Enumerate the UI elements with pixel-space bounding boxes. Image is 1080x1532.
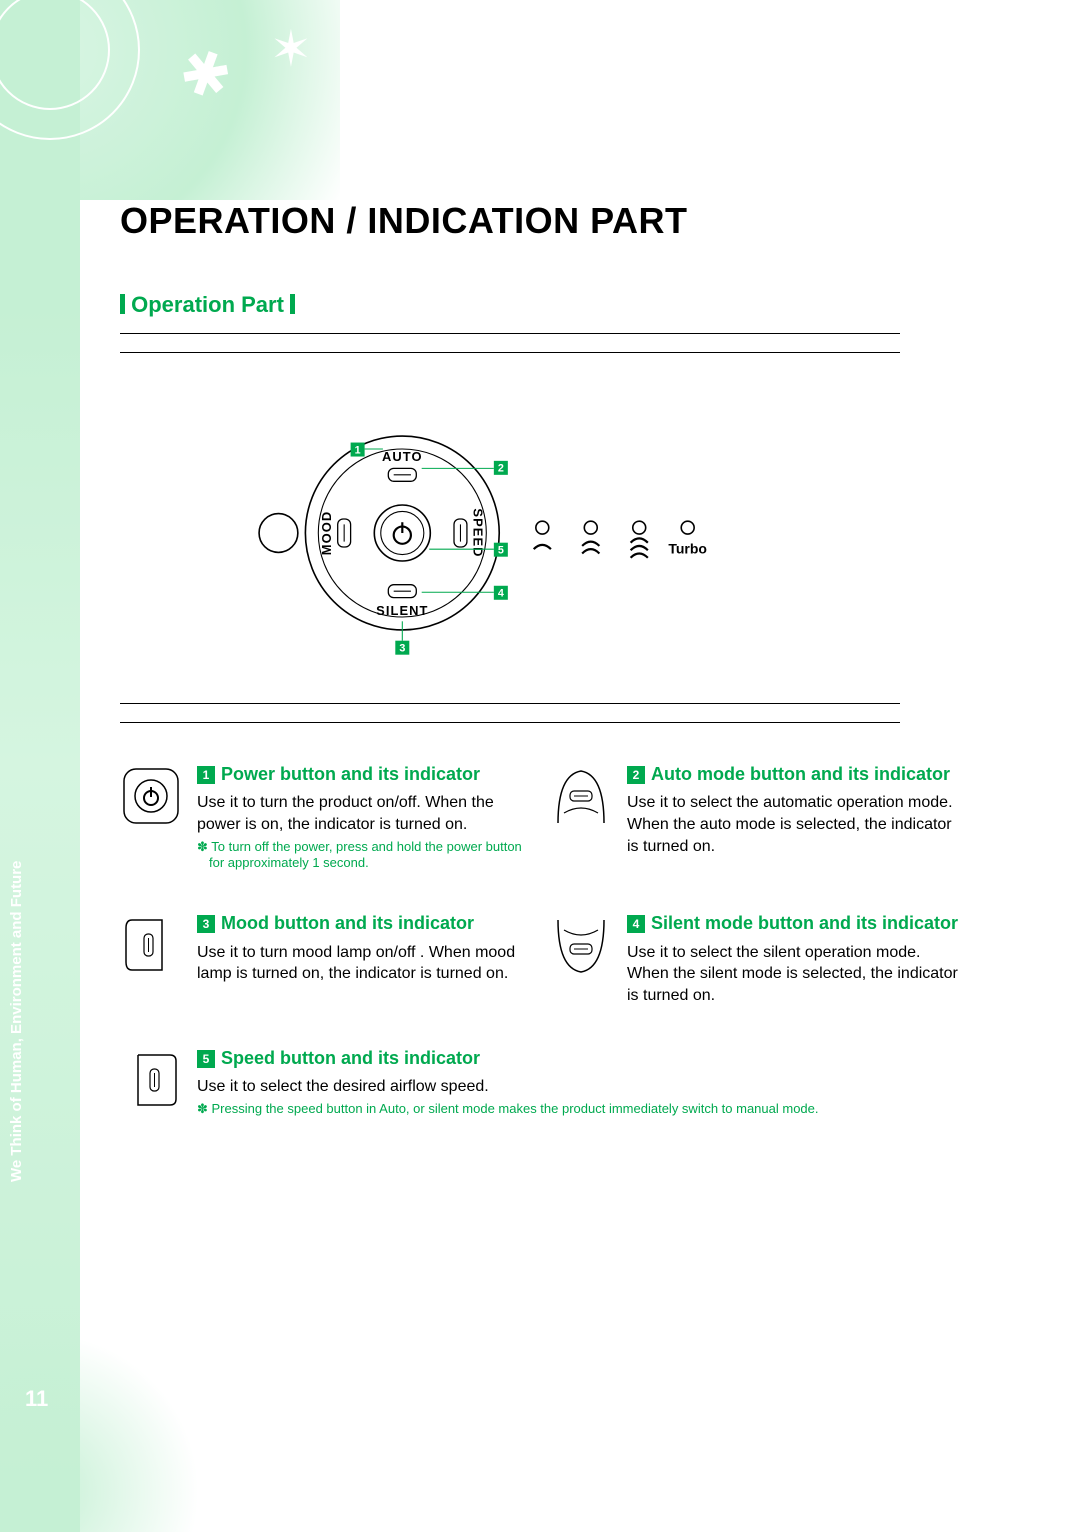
bg-gradient-bottom: [0, 1332, 200, 1532]
item-title: 1 Power button and its indicator: [197, 763, 530, 786]
svg-text:4: 4: [498, 588, 504, 600]
item-speed: 5 Speed button and its indicator Use it t…: [120, 1047, 960, 1118]
svg-text:SILENT: SILENT: [376, 603, 428, 618]
svg-text:SPEED: SPEED: [470, 508, 485, 557]
item-title: 2 Auto mode button and its indicator: [627, 763, 960, 786]
silent-button-icon: [550, 914, 612, 976]
bg-star: ✶: [270, 20, 312, 78]
section-heading-text: Operation Part: [131, 292, 284, 317]
item-note: ✽ Pressing the speed button in Auto, or …: [197, 1101, 960, 1118]
item-title: 5 Speed button and its indicator: [197, 1047, 960, 1070]
control-panel-diagram: AUTO SILENT MOOD SPEED: [120, 353, 900, 703]
item-title: 4 Silent mode button and its indicator: [627, 912, 960, 935]
item-title-text: Power button and its indicator: [221, 764, 480, 784]
svg-text:5: 5: [498, 544, 504, 556]
power-button-icon: [120, 765, 182, 827]
item-number-badge: 2: [627, 766, 645, 784]
item-number-badge: 3: [197, 915, 215, 933]
svg-text:Turbo: Turbo: [668, 540, 707, 556]
divider: [120, 333, 900, 334]
button-descriptions: 1 Power button and its indicator Use it t…: [120, 763, 960, 1117]
speed-button-icon: [120, 1049, 182, 1111]
mood-button-icon: [120, 914, 182, 976]
page-number: 11: [25, 1386, 48, 1412]
item-note: ✽ To turn off the power, press and hold …: [197, 839, 530, 873]
item-number-badge: 4: [627, 915, 645, 933]
svg-text:1: 1: [355, 444, 361, 456]
item-number-badge: 1: [197, 766, 215, 784]
item-description: Use it to select the desired airflow spe…: [197, 1076, 960, 1098]
item-title-text: Mood button and its indicator: [221, 913, 474, 933]
item-number-badge: 5: [197, 1050, 215, 1068]
main-content: OPERATION / INDICATION PART Operation Pa…: [120, 200, 1020, 1117]
item-description: Use it to turn the product on/off. When …: [197, 792, 530, 835]
page-title: OPERATION / INDICATION PART: [120, 200, 1020, 242]
svg-text:3: 3: [399, 642, 405, 654]
item-mood: 3 Mood button and its indicator Use it to…: [120, 912, 530, 1006]
svg-text:AUTO: AUTO: [382, 449, 423, 464]
svg-text:MOOD: MOOD: [319, 511, 334, 555]
item-description: Use it to select the silent operation mo…: [627, 942, 960, 1007]
item-auto: 2 Auto mode button and its indicator Use …: [550, 763, 960, 872]
divider: [120, 722, 900, 723]
bg-sidebar: [0, 0, 80, 1532]
side-slogan: We Think of Human, Environment and Futur…: [8, 861, 25, 1182]
auto-button-icon: [550, 765, 612, 827]
item-title-text: Speed button and its indicator: [221, 1048, 480, 1068]
item-title-text: Silent mode button and its indicator: [651, 913, 958, 933]
item-silent: 4 Silent mode button and its indicator Us…: [550, 912, 960, 1006]
item-description: Use it to turn mood lamp on/off . When m…: [197, 942, 530, 985]
item-description: Use it to select the automatic operation…: [627, 792, 960, 857]
svg-text:2: 2: [498, 463, 504, 475]
item-title-text: Auto mode button and its indicator: [651, 764, 950, 784]
item-power: 1 Power button and its indicator Use it t…: [120, 763, 530, 872]
section-heading: Operation Part: [120, 292, 1020, 318]
divider: [120, 703, 900, 704]
item-title: 3 Mood button and its indicator: [197, 912, 530, 935]
